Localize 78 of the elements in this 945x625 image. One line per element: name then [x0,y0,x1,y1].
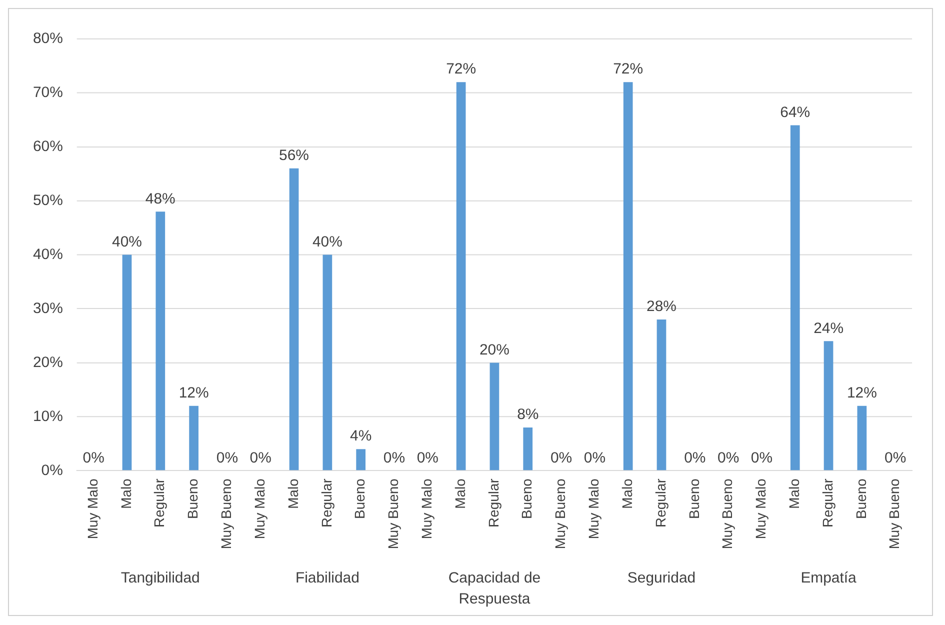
text: Fiabilidad [295,570,360,587]
x-tick-label: Muy Malo [752,478,769,540]
y-tick-label: 10% [32,408,63,425]
data-label: 0% [684,449,706,466]
text: Seguridad [627,570,696,587]
x-tick-label: Muy Bueno [886,478,902,550]
data-label: 0% [216,449,238,466]
x-tick-label: Malo [284,478,301,509]
data-label: 0% [416,449,438,466]
data-label: 0% [82,449,104,466]
x-tick-label: Muy Malo [586,478,602,540]
data-label: 40% [312,233,342,250]
bar [523,427,533,470]
text: Capacidad de Respuesta [448,570,541,608]
bar [656,320,666,470]
data-label: 72% [613,60,644,78]
x-tick-label: Bueno [184,478,201,519]
data-label: 24% [814,320,844,337]
bar [824,341,834,470]
bar [322,254,332,470]
data-label: 72% [446,60,476,78]
data-label: 0% [884,449,906,466]
data-label: 12% [846,384,877,402]
data-label: 0% [584,449,606,466]
x-tick-label: Bueno [518,478,535,519]
data-label: 0% [383,449,406,466]
bar [456,82,466,470]
x-tick-label: Regular [485,478,502,528]
bar [490,362,500,470]
data-label: 20% [479,341,510,358]
x-tick-label: Malo [452,478,468,509]
x-tick-label: Bueno [352,478,368,519]
data-label: 40% [112,233,142,250]
data-label: 0% [750,449,773,466]
x-tick-label: Malo [786,478,802,509]
data-label: 64% [780,104,810,121]
x-tick-label: Muy Malo [84,478,100,540]
bar [623,82,633,470]
bar [156,212,166,470]
y-tick-label: 80% [32,30,63,48]
y-tick-label: 60% [32,138,63,155]
y-tick-label: 20% [32,354,63,371]
x-tick-label: Bueno [852,478,869,519]
data-label: 48% [145,190,176,208]
x-tick-label: Muy Bueno [719,478,736,550]
data-label: 8% [517,406,539,424]
data-label: 0% [550,449,572,466]
y-tick-label: 50% [32,192,63,209]
x-tick-label: Muy Bueno [218,478,234,550]
x-tick-label: Muy Malo [251,478,268,540]
x-tick-label: Malo [618,478,635,509]
x-tick-label: Muy Bueno [385,478,402,550]
bar [189,406,198,470]
text: Empatía [800,570,858,587]
data-label: 0% [250,449,272,466]
x-tick-label: Muy Bueno [552,478,568,550]
y-tick-label: 40% [32,246,63,263]
y-tick-label: 0% [41,462,63,479]
text: Tangibilidad [120,570,200,587]
bar [356,449,366,470]
data-label: 12% [178,384,209,402]
data-label: 56% [279,147,309,164]
x-tick-label: Regular [819,478,836,528]
x-tick-label: Regular [151,478,168,528]
bar [289,168,299,470]
y-tick-label: 30% [32,300,63,317]
data-label: 0% [718,449,740,466]
x-tick-label: Muy Malo [418,478,434,540]
bar [857,406,867,470]
x-tick-label: Regular [318,478,334,528]
bar [790,125,800,470]
y-tick-label: 70% [32,84,63,101]
x-tick-label: Malo [118,478,134,509]
x-tick-label: Regular [652,478,668,528]
data-label: 4% [350,428,372,445]
x-tick-label: Bueno [686,478,702,519]
data-label: 28% [646,298,676,316]
bar [122,254,132,470]
